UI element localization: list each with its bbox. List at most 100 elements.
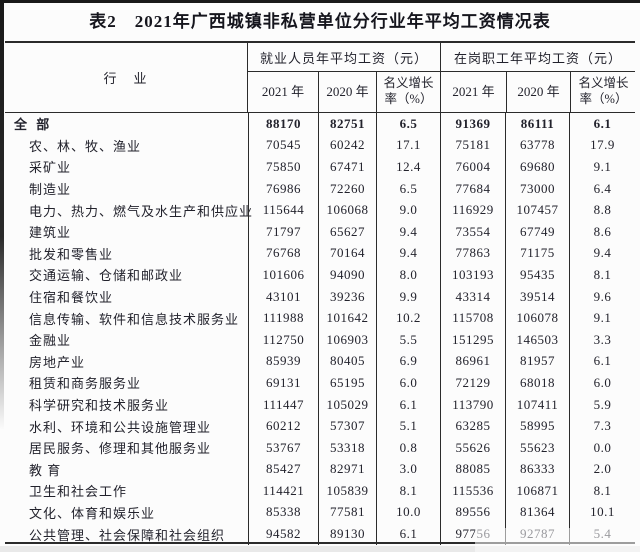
cell-onpost-growth: 9.6	[569, 285, 635, 308]
cell-industry-label: 租赁和商务服务业	[29, 376, 142, 392]
cell-onpost-growth: 8.8	[569, 199, 635, 221]
cell-employed-growth: 6.0	[376, 372, 440, 394]
cell-employed-2021: 53767	[248, 436, 318, 459]
cell-employed-2020: 53318	[318, 436, 376, 459]
industry-column-header: 行 业	[5, 43, 248, 112]
table-row: 农、林、牧、渔业 70545 60242 17.1 75181 63778 17.9	[5, 134, 635, 157]
top-edge-strip	[0, 0, 640, 3]
table-row: 住宿和餐饮业 43101 39236 9.9 43314 39514 9.6	[5, 285, 635, 308]
cell-employed-2021: 101606	[248, 264, 318, 286]
cell-employed-growth: 10.0	[376, 501, 440, 524]
cell-onpost-growth: 8.1	[569, 480, 635, 502]
cell-employed-2020: 105839	[318, 480, 376, 502]
cell-onpost-2020: 67749	[505, 220, 569, 243]
cell-onpost-growth: 17.9	[569, 134, 635, 157]
employed-subheaders: 2021 年 2020 年 名义增长 率（%）	[248, 72, 440, 112]
cell-onpost-2020: 95435	[505, 264, 569, 286]
cell-employed-2021: 114421	[248, 480, 318, 502]
employed-2021-header: 2021 年	[261, 83, 305, 99]
cell-onpost-growth: 6.1	[569, 350, 635, 373]
cell-employed-2020: 72260	[318, 177, 376, 200]
onpost-wage-group: 在岗职工年平均工资（元） 2021 年 2020 年 名义增长 率（%）	[440, 43, 635, 112]
cell-onpost-2021: 91369	[440, 113, 505, 135]
table-row: 租赁和商务服务业 69131 65195 6.0 72129 68018 6.0	[5, 372, 635, 394]
cell-employed-2021: 111988	[248, 307, 318, 329]
cell-employed-2020: 106068	[318, 199, 376, 221]
cell-employed-2020: 82971	[318, 458, 376, 481]
onpost-wage-group-header: 在岗职工年平均工资（元）	[441, 43, 635, 72]
cell-employed-growth: 17.1	[376, 134, 440, 157]
table-row: 水利、环境和公共设施管理业 60212 57307 5.1 63285 58995 7.3	[5, 415, 635, 437]
cell-employed-growth: 5.5	[376, 328, 440, 351]
cell-industry-label: 农、林、牧、渔业	[29, 138, 142, 154]
table-row: 金融业 112750 106903 5.5 151295 146503 3.3	[5, 328, 635, 351]
footer-strip	[0, 546, 640, 552]
cell-employed-growth: 3.0	[376, 458, 440, 481]
cell-industry-label: 信息传输、软件和信息技术服务业	[29, 311, 240, 327]
cell-onpost-2020: 73000	[505, 177, 569, 200]
cell-employed-2020: 80405	[318, 350, 376, 373]
cell-onpost-2020: 55623	[505, 436, 569, 459]
cell-industry-label: 文化、体育和娱乐业	[29, 505, 156, 521]
table-row: 居民服务、修理和其他服务业 53767 53318 0.8 55626 55623 0.0	[5, 436, 635, 459]
cell-industry-label: 教 育	[29, 462, 62, 478]
cell-onpost-growth: 8.6	[569, 220, 635, 243]
employed-wage-group: 就业人员年平均工资（元） 2021 年 2020 年 名义增长 率（%）	[248, 43, 440, 112]
cell-onpost-growth: 9.1	[569, 307, 635, 329]
cell-employed-growth: 8.1	[376, 480, 440, 502]
growth-header-line1: 名义增长	[383, 76, 434, 91]
cell-employed-growth: 8.0	[376, 264, 440, 286]
cell-onpost-growth: 0.0	[569, 436, 635, 459]
cell-employed-2021: 115644	[248, 199, 318, 221]
cell-industry-label: 卫生和社会工作	[29, 484, 128, 500]
cell-employed-2020: 70164	[318, 242, 376, 265]
cell-onpost-growth: 5.4	[569, 523, 635, 545]
table-row: 科学研究和技术服务业 111447 105029 6.1 113790 107411 5.9	[5, 393, 635, 416]
cell-employed-2021: 94582	[248, 523, 318, 545]
cell-onpost-growth: 6.1	[569, 113, 635, 135]
cell-employed-growth: 10.2	[376, 307, 440, 329]
cell-onpost-2020: 68018	[505, 372, 569, 394]
cell-onpost-2020: 81957	[505, 350, 569, 373]
cell-employed-2020: 65195	[318, 372, 376, 394]
cell-onpost-growth: 7.3	[569, 415, 635, 437]
cell-employed-2021: 76986	[248, 177, 318, 200]
cell-employed-growth: 12.4	[376, 156, 440, 178]
cell-onpost-2021: 86961	[440, 350, 505, 373]
cell-onpost-2021: 89556	[440, 501, 505, 524]
cell-onpost-2020: 86333	[505, 458, 569, 481]
cell-onpost-2020: 58995	[505, 415, 569, 437]
cell-employed-2020: 57307	[318, 415, 376, 437]
cell-onpost-2021: 113790	[440, 393, 505, 416]
cell-employed-2021: 60212	[248, 415, 318, 437]
left-edge-strip	[0, 0, 4, 430]
cell-onpost-growth: 8.1	[569, 264, 635, 286]
cell-industry-label: 采矿业	[29, 160, 72, 176]
cell-onpost-2020: 107457	[505, 199, 569, 221]
onpost-subheaders: 2021 年 2020 年 名义增长 率（%）	[441, 72, 635, 112]
cell-onpost-2020: 92787	[505, 523, 569, 545]
cell-employed-2020: 101642	[318, 307, 376, 329]
onpost-growth-header: 名义增长 率（%）	[570, 72, 636, 112]
cell-employed-2020: 65627	[318, 220, 376, 243]
cell-onpost-2020: 106871	[505, 480, 569, 502]
cell-onpost-growth: 10.1	[569, 501, 635, 524]
growth-header-line2: 率（%）	[384, 92, 433, 106]
cell-industry-label: 制造业	[29, 182, 72, 198]
cell-employed-2021: 69131	[248, 372, 318, 394]
page-title: 表2 2021年广西城镇非私营单位分行业年平均工资情况表	[89, 12, 551, 31]
cell-employed-2021: 112750	[248, 328, 318, 351]
cell-onpost-2021: 72129	[440, 372, 505, 394]
cell-industry-label: 全 部	[14, 117, 53, 133]
cell-onpost-2021: 115536	[440, 480, 505, 502]
cell-onpost-2020: 81364	[505, 501, 569, 524]
table-row: 信息传输、软件和信息技术服务业 111988 101642 10.2 115708 106…	[5, 307, 635, 329]
table-row: 制造业 76986 72260 6.5 77684 73000 6.4	[5, 177, 635, 200]
cell-employed-2020: 67471	[318, 156, 376, 178]
cell-onpost-2021: 77684	[440, 177, 505, 200]
cell-onpost-growth: 6.0	[569, 372, 635, 394]
cell-onpost-growth: 9.1	[569, 156, 635, 178]
cell-onpost-2020: 63778	[505, 134, 569, 157]
table-row: 电力、热力、燃气及水生产和供应业 115644 106068 9.0 116929 107…	[5, 199, 635, 221]
